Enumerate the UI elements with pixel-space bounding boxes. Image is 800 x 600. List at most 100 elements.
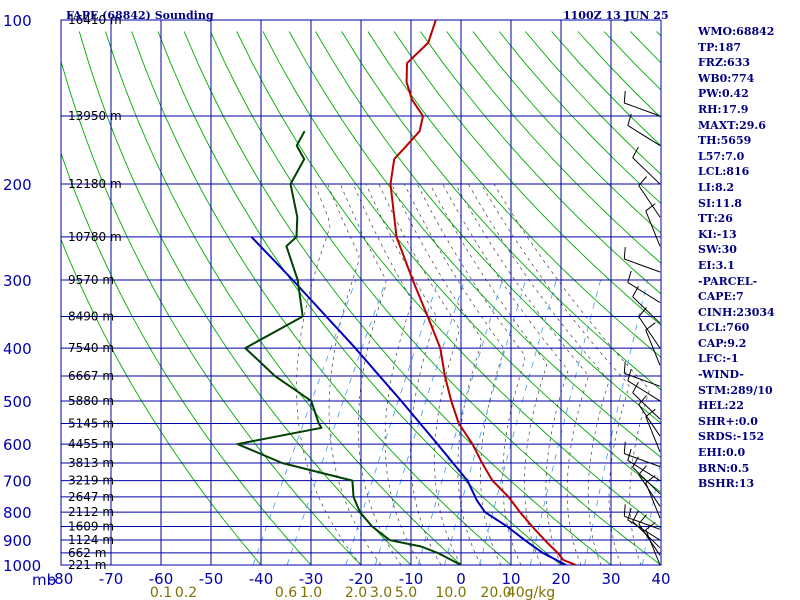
wind-barb-shaft: [624, 258, 661, 273]
mixing-ratio-line: [345, 279, 439, 565]
mixing-ratio-line: [252, 279, 357, 565]
wind-barb-shaft: [632, 466, 661, 495]
moist-adiabat: [404, 183, 505, 565]
index-item: -WIND-: [698, 368, 744, 382]
wind-barb-shaft: [638, 316, 661, 349]
mixing-ratio-line: [584, 279, 649, 565]
wind-barb-shaft: [632, 157, 661, 185]
wind-barbs: [623, 90, 661, 566]
y-axis-unit-label: mb: [32, 571, 56, 589]
pressure-tick-label: 1000: [3, 557, 41, 575]
wind-barb-flag: [638, 176, 647, 186]
mixing-ratio-label: 10.0: [435, 585, 466, 600]
wind-barb-flag: [645, 408, 656, 418]
moist-adiabat: [378, 183, 462, 565]
mixing-ratio-label: 0.2: [175, 585, 197, 600]
index-item: WMO:68842: [698, 25, 775, 38]
pressure-tick-label: 500: [3, 393, 32, 411]
wind-barb-shaft: [645, 329, 661, 366]
dewpoint-line: [236, 130, 462, 565]
wind-barb-shaft: [627, 460, 661, 482]
index-item: LFC:-1: [698, 352, 739, 366]
grid: [60, 19, 662, 566]
index-item: CAPE:7: [698, 290, 744, 304]
wind-barb-flag: [632, 456, 639, 468]
wind-barb-shaft: [645, 529, 661, 566]
wind-barb-shaft: [632, 296, 661, 324]
index-item: RH:17.9: [698, 102, 749, 116]
wind-barb-shaft: [645, 210, 661, 247]
mixing-ratio-line: [286, 279, 387, 565]
wind-barb-flag: [627, 448, 632, 461]
pressure-tick-label: 800: [3, 504, 32, 522]
index-item: HEL:22: [698, 399, 744, 413]
wind-barb-flag: [627, 508, 632, 521]
index-item: CINH:23034: [698, 305, 775, 319]
moist-adiabat: [442, 183, 569, 565]
temperature-tick-label: -50: [199, 570, 224, 588]
dry-adiabat: [61, 151, 312, 565]
mixing-ratio-label: 2.0: [345, 585, 367, 600]
temperature-tick-label: 20: [551, 570, 570, 588]
dry-adiabat: [61, 59, 362, 565]
temperature-tick-label: -60: [149, 570, 174, 588]
height-label: 7540 m: [68, 341, 114, 355]
moist-adiabat: [493, 183, 650, 565]
indices-panel: WMO:68842 TP:187 FRZ:633 WB0:774 PW:0.42 RH:1…: [698, 24, 775, 492]
mixing-ratio-label: 5.0: [395, 585, 417, 600]
wind-barb-shaft: [638, 404, 661, 437]
height-label: 3813 m: [68, 456, 114, 470]
moist-adiabat: [327, 183, 382, 565]
height-label: 8490 m: [68, 310, 114, 324]
wind-barb-shaft: [627, 282, 661, 304]
index-item: L57:7.0: [698, 149, 745, 163]
temperature-tick-label: -10: [399, 570, 424, 588]
height-label: 662 m: [68, 546, 106, 560]
pressure-tick-label: 300: [3, 272, 32, 290]
wind-barb-shaft: [627, 125, 661, 147]
temperature-tick-label: 0: [456, 570, 466, 588]
wind-barb-flag: [623, 361, 626, 374]
plot-frame: [60, 19, 662, 566]
wind-barb-shaft: [624, 102, 661, 117]
wind-barb-flag: [638, 395, 647, 405]
temperature-tick-label: 40: [651, 570, 670, 588]
wind-barb-flag: [627, 270, 632, 283]
height-label: 1124 m: [68, 533, 114, 547]
temperature-line: [389, 20, 577, 565]
mixing-ratio-label: 20.0: [480, 585, 511, 600]
wind-barb-flag: [638, 514, 647, 525]
parcel-line: [250, 236, 567, 565]
index-item: EHI:0.0: [698, 446, 746, 460]
dry-adiabat: [341, 31, 661, 391]
moist-adiabat: [391, 183, 482, 565]
index-item: LI:8.2: [698, 180, 735, 194]
dry-adiabat: [157, 31, 562, 565]
height-label: 2647 m: [68, 490, 114, 504]
wind-barb-flag: [645, 203, 656, 212]
dry-adiabat: [367, 31, 661, 358]
temperature-tick-label: -20: [349, 570, 374, 588]
dry-adiabat: [105, 31, 462, 565]
dry-adiabat: [61, 238, 262, 565]
wind-barb-shaft: [632, 392, 661, 420]
wind-barb-flag: [645, 475, 656, 484]
mixing-ratio-label: 1.0: [300, 585, 322, 600]
wind-barb-flag: [632, 286, 639, 298]
pressure-tick-label: 100: [3, 12, 32, 30]
height-label: 4455 m: [68, 437, 114, 451]
height-label: 9570 m: [68, 273, 114, 287]
index-item: BRN:0.5: [698, 461, 750, 475]
index-item: SHR+:0.0: [698, 414, 758, 428]
height-label: 5880 m: [68, 394, 114, 408]
temperature-tick-label: 30: [601, 570, 620, 588]
index-item: TT:26: [698, 212, 733, 226]
wind-barb-flag: [645, 322, 656, 331]
height-label: 1609 m: [68, 520, 114, 534]
temperature-tick-label: 10: [501, 570, 520, 588]
height-label: 10780 m: [68, 230, 122, 244]
moist-adiabat: [468, 183, 610, 565]
wind-barb-flag: [623, 504, 626, 517]
dry-adiabat: [446, 31, 661, 264]
